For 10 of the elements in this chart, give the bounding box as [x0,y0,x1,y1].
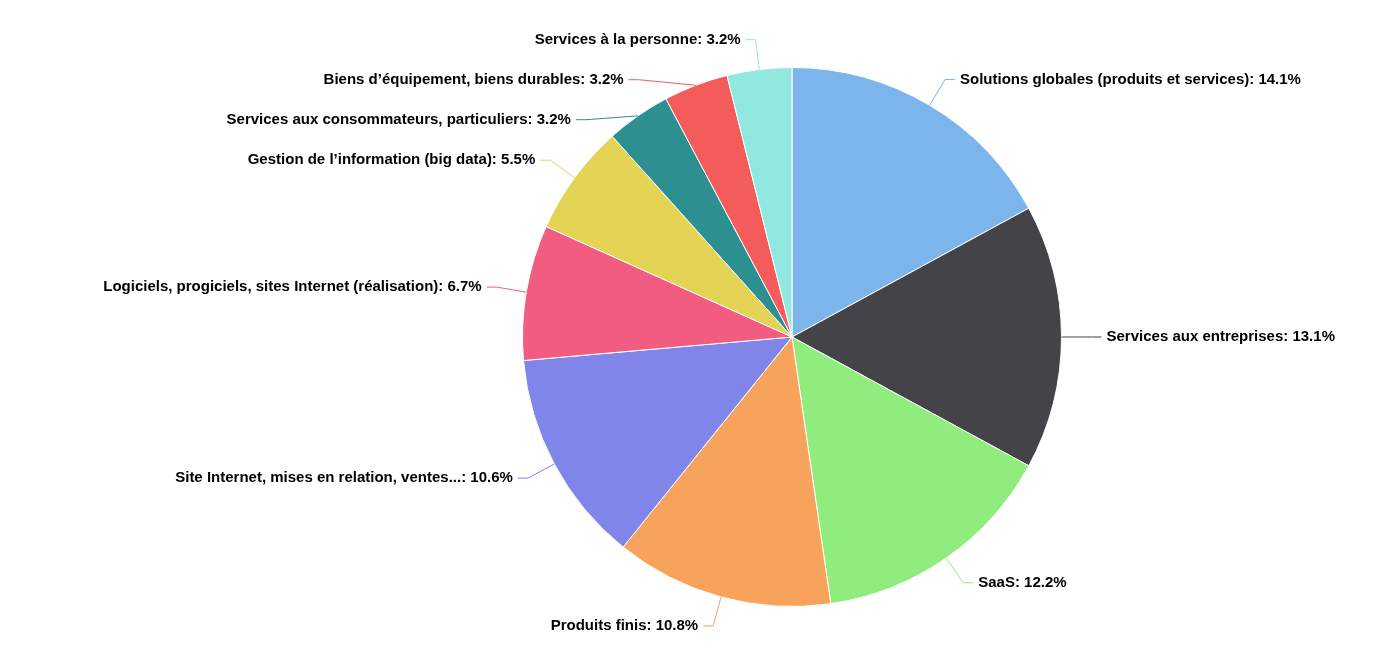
slice-label: Gestion de l’information (big data): 5.5% [247,150,536,168]
slice-label: Logiciels, progiciels, sites Internet (réalisation): 6.7% [103,277,482,295]
slice-label: Produits finis: 10.8% [550,616,699,634]
slice-label: Services à la personne: 3.2% [534,29,741,47]
slice-label: Solutions globales (produits et services): 14.1% [960,69,1301,87]
slice-label: Site Internet, mises en relation, ventes...: 10.6% [175,468,513,486]
slice-label: Services aux entreprises: 13.1% [1106,327,1335,345]
slice-label: Services aux consommateurs, particuliers: 3.2% [226,109,571,127]
slice-label: SaaS: 12.2% [978,572,1067,590]
slice-label: Biens d’équipement, biens durables: 3.2% [323,69,624,87]
